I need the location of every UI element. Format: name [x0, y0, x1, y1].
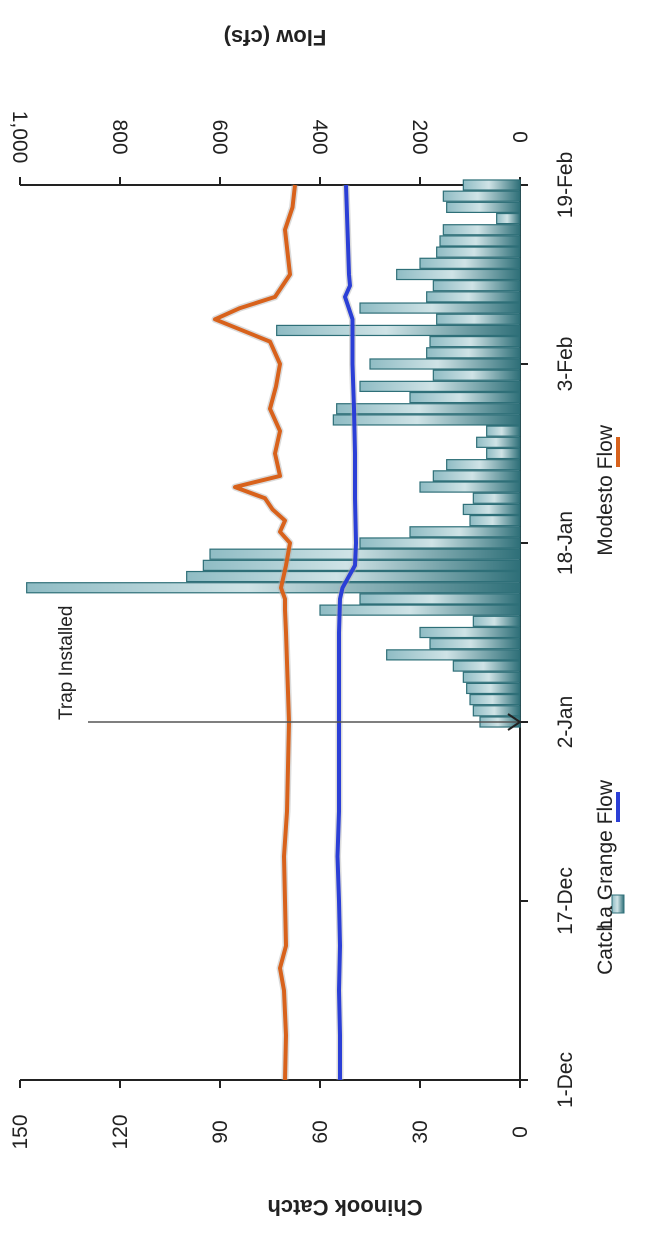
- catch-bar-28: [336, 403, 521, 415]
- date-tick-label-2: 2-Jan: [554, 696, 577, 749]
- right-axis-tick-label-4: 800: [108, 119, 131, 154]
- catch-bar-35: [276, 324, 521, 337]
- catch-bar-19: [462, 503, 521, 516]
- right-axis-tick-label-5: 1,000: [8, 111, 31, 164]
- left-axis-tick-label-3: 90: [209, 1120, 232, 1143]
- catch-bar-4: [462, 671, 521, 683]
- trap-installed-arrow: [507, 713, 522, 731]
- date-tick-label-5: 19-Feb: [554, 152, 577, 219]
- catch-bar-31: [432, 369, 521, 381]
- catch-bar-15: [209, 548, 521, 560]
- catch-bar-14: [202, 559, 521, 572]
- catch-bar-29: [409, 391, 521, 404]
- catch-bar-43: [439, 235, 521, 247]
- legend: Catch La Grange Flow Modesto Flow: [594, 424, 625, 975]
- catch-bar-38: [426, 291, 521, 303]
- legend-modesto-label: Modesto Flow: [594, 424, 617, 556]
- catch-bar-47: [442, 190, 521, 202]
- left-axis-title: Chinook Catch: [267, 1195, 422, 1220]
- legend-la-grange-label: La Grange Flow: [594, 779, 617, 929]
- left-axis-tick-label-1: 30: [409, 1120, 432, 1143]
- catch-bar-33: [426, 347, 521, 359]
- catch-bar-39: [432, 280, 521, 292]
- right-axis-title: Flow (cfs): [224, 25, 327, 50]
- catch-bar-36: [436, 313, 521, 325]
- catch-bar-42: [436, 246, 521, 258]
- catch-bar-16: [359, 537, 521, 549]
- labels-layer: Chinook Catch Flow (cfs) Trap Installed …: [8, 25, 625, 1220]
- catch-bar-2: [469, 693, 521, 706]
- left-axis-tick-label-0: 0: [509, 1126, 532, 1138]
- date-tick-label-3: 18-Jan: [554, 511, 577, 575]
- plot-area: [19, 177, 528, 1088]
- left-axis-tick-label-4: 120: [109, 1114, 132, 1149]
- catch-bar-40: [396, 268, 521, 281]
- catch-bar-45: [496, 212, 521, 225]
- trap-installed-annotation: Trap Installed: [56, 606, 77, 720]
- catch-bar-6: [386, 649, 521, 661]
- right-axis-tick-label-1: 200: [408, 119, 431, 154]
- catch-bar-9: [472, 615, 521, 627]
- catch-bar-27: [332, 414, 521, 426]
- catch-bar-30: [359, 380, 521, 393]
- catch-bar-34: [429, 335, 521, 348]
- catch-bar-22: [432, 470, 521, 482]
- catch-bar-7: [429, 638, 521, 650]
- modesto-flow-line: [213, 184, 297, 1081]
- legend-catch-swatch: [611, 894, 625, 914]
- catch-bar-5: [452, 660, 521, 672]
- date-tick-label-0: 1-Dec: [554, 1052, 577, 1108]
- catch-bar-3: [466, 682, 521, 695]
- catch-bar-12: [26, 582, 521, 594]
- right-axis-tick-label-3: 600: [208, 119, 231, 154]
- catch-bar-21: [419, 481, 521, 493]
- catch-bar-8: [419, 626, 521, 639]
- date-tick-label-4: 3-Feb: [554, 337, 577, 392]
- catch-bar-10: [319, 604, 521, 616]
- left-axis-tick-label-5: 150: [9, 1114, 32, 1149]
- right-axis-tick-label-0: 0: [508, 131, 531, 143]
- catch-bar-44: [442, 224, 521, 236]
- date-tick-label-1: 17-Dec: [554, 867, 577, 935]
- catch-bar-48: [462, 179, 521, 191]
- legend-catch-label: Catch: [594, 920, 617, 975]
- la-grange-flow-line: [335, 184, 358, 1080]
- catch-bar-37: [359, 302, 521, 314]
- catch-bar-18: [469, 514, 521, 527]
- catch-bar-41: [419, 257, 521, 269]
- right-axis-tick-label-2: 400: [308, 119, 331, 154]
- catch-bar-25: [476, 436, 521, 448]
- catch-bar-17: [409, 526, 521, 538]
- catch-bar-1: [472, 705, 521, 717]
- catch-bar-26: [486, 425, 521, 437]
- modesto-flow-shadow: [211, 184, 299, 1081]
- left-axis-tick-label-2: 60: [309, 1120, 332, 1143]
- catch-bar-20: [472, 492, 521, 504]
- catch-bar-11: [359, 593, 521, 605]
- catch-bar-32: [369, 358, 521, 370]
- catch-bar-24: [486, 447, 521, 460]
- catch-bar-46: [446, 201, 521, 214]
- catch-bar-23: [446, 459, 521, 471]
